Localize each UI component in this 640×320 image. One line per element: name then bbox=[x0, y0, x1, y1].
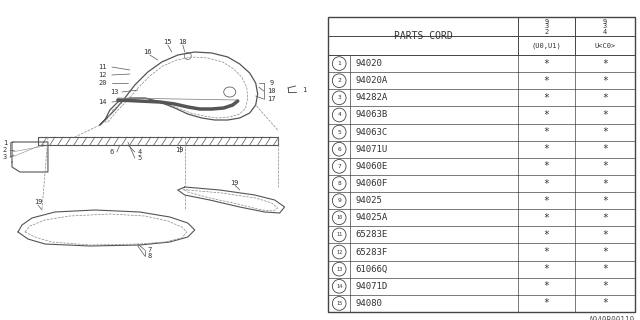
Text: 94071D: 94071D bbox=[355, 282, 387, 291]
Text: 11: 11 bbox=[99, 64, 107, 70]
Text: *: * bbox=[602, 161, 608, 172]
Text: *: * bbox=[602, 264, 608, 274]
Text: *: * bbox=[602, 179, 608, 188]
Text: *: * bbox=[543, 161, 550, 172]
Text: 65283F: 65283F bbox=[355, 248, 387, 257]
Text: 65283E: 65283E bbox=[355, 230, 387, 239]
Text: 94060E: 94060E bbox=[355, 162, 387, 171]
Text: 18: 18 bbox=[179, 39, 187, 45]
Text: 94080: 94080 bbox=[355, 299, 382, 308]
Text: 1: 1 bbox=[303, 87, 307, 93]
Text: 3: 3 bbox=[3, 154, 7, 160]
Text: 94060F: 94060F bbox=[355, 179, 387, 188]
Text: 14: 14 bbox=[336, 284, 342, 289]
Text: 12: 12 bbox=[336, 250, 342, 254]
Text: 94025: 94025 bbox=[355, 196, 382, 205]
Text: 9
3
4: 9 3 4 bbox=[603, 19, 607, 35]
Text: U<C0>: U<C0> bbox=[595, 43, 616, 49]
Text: *: * bbox=[602, 247, 608, 257]
Text: 15: 15 bbox=[336, 301, 342, 306]
Text: 61066Q: 61066Q bbox=[355, 265, 387, 274]
Text: 20: 20 bbox=[99, 80, 107, 86]
Text: 13: 13 bbox=[336, 267, 342, 272]
Text: *: * bbox=[543, 127, 550, 137]
Text: 6: 6 bbox=[109, 149, 114, 155]
Text: 1: 1 bbox=[337, 61, 341, 66]
Text: *: * bbox=[602, 127, 608, 137]
Text: 8: 8 bbox=[148, 253, 152, 259]
Text: *: * bbox=[543, 281, 550, 291]
Text: *: * bbox=[602, 59, 608, 68]
Text: 94282A: 94282A bbox=[355, 93, 387, 102]
Text: 13: 13 bbox=[111, 89, 119, 95]
Text: *: * bbox=[602, 76, 608, 86]
Text: 94071U: 94071U bbox=[355, 145, 387, 154]
Text: 11: 11 bbox=[336, 232, 342, 237]
Text: 14: 14 bbox=[99, 99, 107, 105]
Text: *: * bbox=[543, 299, 550, 308]
Text: PARTS CORD: PARTS CORD bbox=[394, 31, 452, 41]
Text: 7: 7 bbox=[337, 164, 341, 169]
Text: *: * bbox=[543, 179, 550, 188]
Text: *: * bbox=[543, 93, 550, 103]
Text: 9
3
2: 9 3 2 bbox=[545, 19, 548, 35]
Text: 8: 8 bbox=[337, 181, 341, 186]
Text: 19: 19 bbox=[175, 147, 184, 153]
Text: 1: 1 bbox=[3, 140, 7, 146]
Text: *: * bbox=[602, 144, 608, 154]
Text: 19: 19 bbox=[230, 180, 239, 186]
Text: 4: 4 bbox=[337, 112, 341, 117]
Text: *: * bbox=[602, 213, 608, 223]
Text: 10: 10 bbox=[336, 215, 342, 220]
Text: 94063C: 94063C bbox=[355, 128, 387, 137]
Text: *: * bbox=[602, 299, 608, 308]
Text: 9: 9 bbox=[269, 80, 274, 86]
Text: 94020A: 94020A bbox=[355, 76, 387, 85]
Text: *: * bbox=[543, 196, 550, 206]
Text: *: * bbox=[602, 281, 608, 291]
Text: 3: 3 bbox=[337, 95, 341, 100]
Text: *: * bbox=[602, 110, 608, 120]
Text: 15: 15 bbox=[164, 39, 172, 45]
Text: 2: 2 bbox=[337, 78, 341, 83]
Text: 4: 4 bbox=[138, 149, 142, 155]
Text: *: * bbox=[543, 110, 550, 120]
Text: 12: 12 bbox=[99, 72, 107, 78]
Text: 5: 5 bbox=[138, 155, 142, 161]
Text: 6: 6 bbox=[337, 147, 341, 152]
Text: 7: 7 bbox=[148, 247, 152, 253]
Text: 19: 19 bbox=[34, 199, 42, 205]
Text: 94063B: 94063B bbox=[355, 110, 387, 119]
Text: 9: 9 bbox=[337, 198, 341, 203]
Text: 16: 16 bbox=[143, 49, 152, 55]
Text: A940B00110: A940B00110 bbox=[589, 316, 635, 320]
Text: *: * bbox=[543, 230, 550, 240]
Text: *: * bbox=[543, 213, 550, 223]
Text: 94025A: 94025A bbox=[355, 213, 387, 222]
Text: *: * bbox=[543, 59, 550, 68]
Text: 10: 10 bbox=[268, 88, 276, 94]
Text: *: * bbox=[602, 196, 608, 206]
Text: 17: 17 bbox=[268, 96, 276, 102]
Text: 5: 5 bbox=[337, 130, 341, 135]
Text: *: * bbox=[543, 76, 550, 86]
Text: *: * bbox=[602, 93, 608, 103]
Text: 94020: 94020 bbox=[355, 59, 382, 68]
Text: 2: 2 bbox=[3, 147, 7, 153]
Text: (U0,U1): (U0,U1) bbox=[532, 42, 561, 49]
Text: *: * bbox=[602, 230, 608, 240]
Text: *: * bbox=[543, 247, 550, 257]
Text: *: * bbox=[543, 264, 550, 274]
Text: *: * bbox=[543, 144, 550, 154]
